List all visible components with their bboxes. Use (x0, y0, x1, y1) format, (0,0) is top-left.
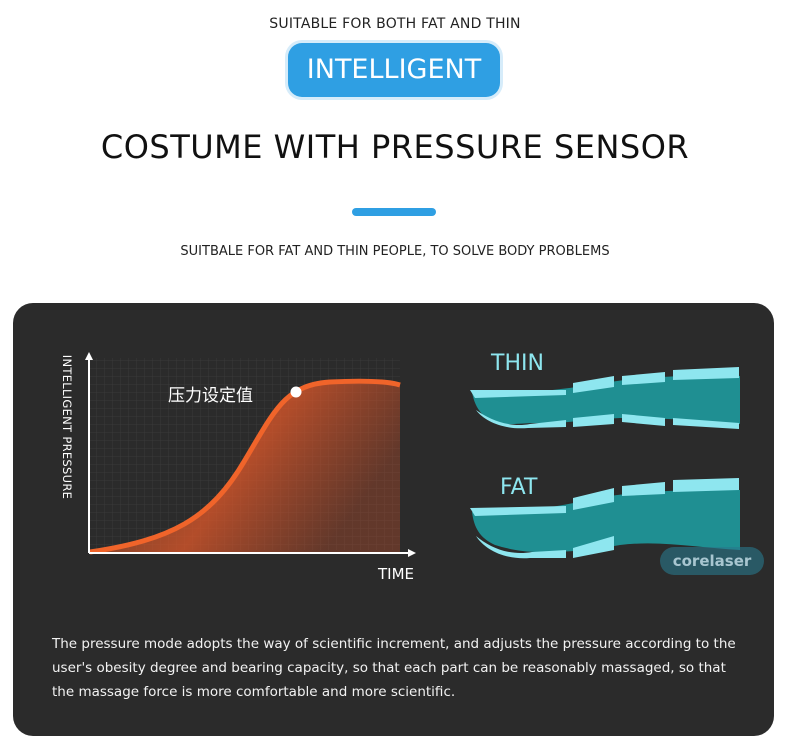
pressure-curve (89, 378, 401, 555)
tagline: SUITABLE FOR BOTH FAT AND THIN (269, 16, 521, 32)
intelligent-badge: INTELLIGENT (288, 43, 500, 97)
y-axis-arrow-icon (85, 352, 93, 360)
accent-divider (352, 208, 436, 216)
watermark-logo: corelaser (660, 547, 764, 575)
thin-label: THIN (491, 351, 544, 376)
subtitle: SUITBALE FOR FAT AND THIN PEOPLE, TO SOL… (180, 244, 610, 259)
page-title: COSTUME WITH PRESSURE SENSOR (100, 128, 690, 166)
setpoint-dot (290, 386, 302, 398)
description: The pressure mode adopts the way of scie… (52, 636, 736, 700)
fat-label: FAT (500, 475, 538, 500)
setpoint-label: 压力设定值 (168, 386, 253, 406)
fat-leg-illustration (470, 478, 740, 559)
pressure-area (90, 381, 400, 552)
y-axis-label: INTELLIGENT PRESSURE (60, 354, 74, 500)
thin-leg-illustration (470, 367, 740, 429)
x-axis-label: TIME (378, 565, 415, 583)
x-axis-arrow-icon (408, 549, 416, 557)
